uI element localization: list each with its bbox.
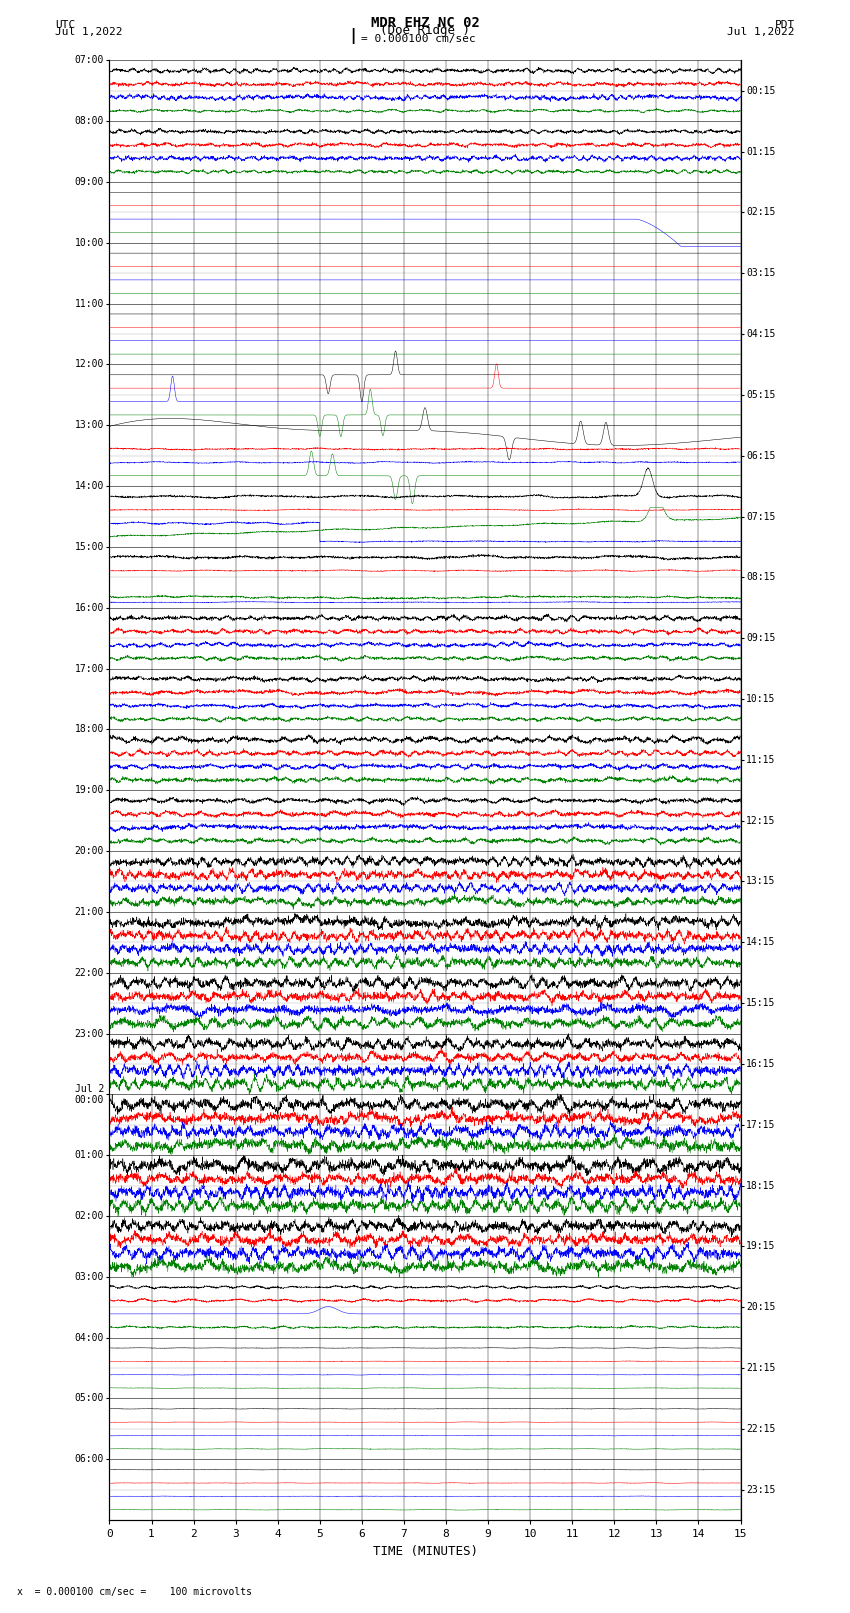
Text: |: | [348,27,357,44]
Text: Jul 1,2022: Jul 1,2022 [728,27,795,37]
Text: PDT: PDT [774,19,795,31]
Text: (Doe Ridge ): (Doe Ridge ) [380,24,470,37]
Text: UTC: UTC [55,19,76,31]
Text: = 0.000100 cm/sec: = 0.000100 cm/sec [361,34,476,44]
Text: MDR EHZ NC 02: MDR EHZ NC 02 [371,16,479,31]
Text: x  = 0.000100 cm/sec =    100 microvolts: x = 0.000100 cm/sec = 100 microvolts [17,1587,252,1597]
X-axis label: TIME (MINUTES): TIME (MINUTES) [372,1545,478,1558]
Text: Jul 1,2022: Jul 1,2022 [55,27,122,37]
